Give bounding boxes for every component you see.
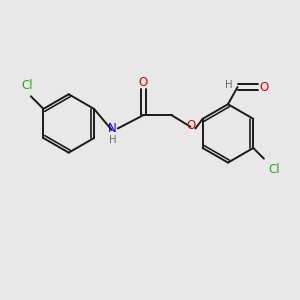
Text: Cl: Cl (21, 79, 33, 92)
Text: H: H (224, 80, 232, 90)
Text: N: N (107, 122, 116, 135)
Text: O: O (260, 81, 269, 94)
Text: Cl: Cl (268, 163, 280, 176)
Text: O: O (139, 76, 148, 89)
Text: H: H (109, 135, 116, 145)
Text: O: O (187, 118, 196, 132)
